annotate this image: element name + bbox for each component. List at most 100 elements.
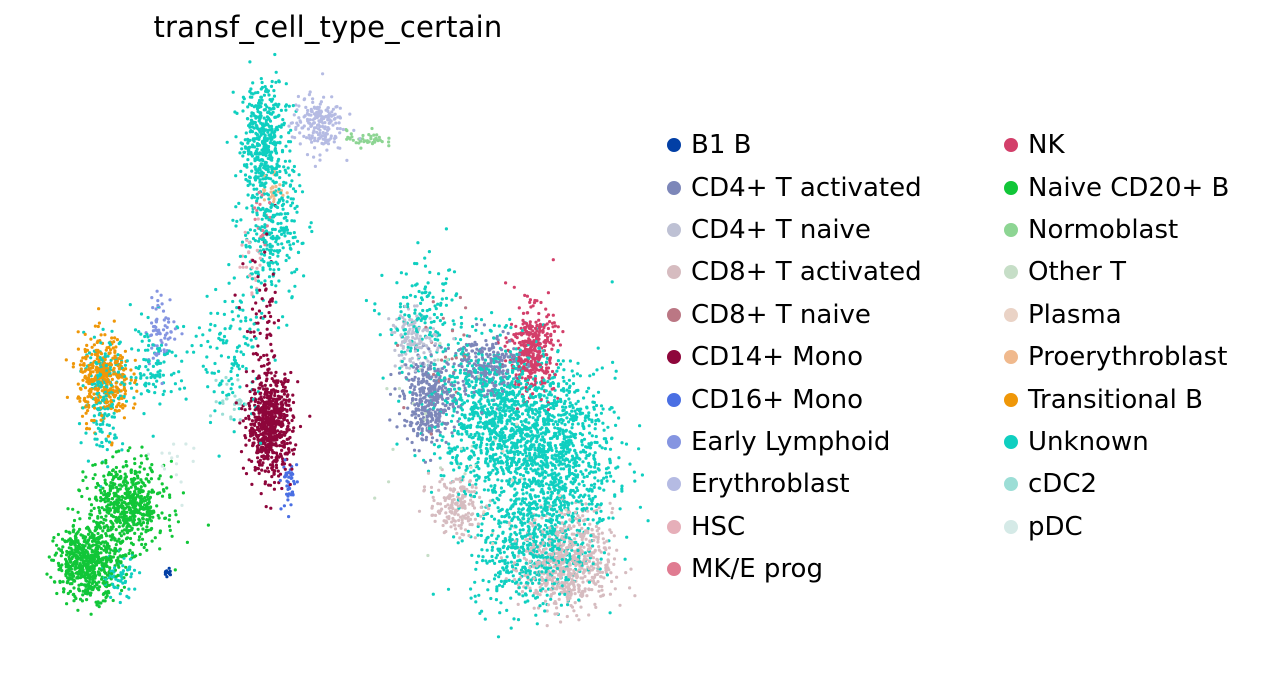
scatter-point [302, 115, 306, 119]
scatter-point [513, 341, 517, 345]
scatter-point [409, 346, 413, 350]
scatter-point [103, 599, 107, 603]
scatter-point [455, 410, 459, 414]
scatter-point [345, 129, 349, 133]
scatter-point [55, 543, 59, 547]
scatter-point [516, 402, 521, 406]
scatter-point [93, 406, 97, 410]
scatter-point [105, 524, 109, 528]
scatter-point [124, 399, 129, 403]
scatter-point [261, 433, 265, 437]
scatter-point [241, 466, 245, 470]
scatter-point [138, 465, 142, 469]
scatter-point [247, 414, 251, 418]
scatter-point [578, 374, 583, 378]
scatter-point [250, 482, 254, 486]
scatter-point [510, 403, 514, 407]
scatter-point [149, 477, 153, 481]
scatter-point [528, 320, 532, 324]
scatter-point [614, 369, 618, 373]
scatter-point [90, 345, 94, 349]
scatter-point [276, 318, 281, 323]
scatter-point [588, 522, 592, 526]
scatter-point [405, 419, 409, 423]
scatter-point [484, 559, 488, 563]
scatter-point [97, 605, 101, 609]
scatter-point [273, 393, 277, 398]
scatter-point [240, 243, 244, 247]
scatter-point [459, 438, 463, 442]
scatter-point [591, 372, 596, 376]
scatter-point [192, 446, 196, 450]
scatter-point [450, 431, 454, 435]
scatter-point [147, 480, 151, 484]
scatter-point [420, 337, 424, 341]
scatter-point [166, 337, 170, 341]
scatter-point [264, 161, 268, 165]
scatter-point [514, 569, 519, 573]
scatter-point [592, 538, 596, 542]
scatter-point [455, 375, 459, 379]
scatter-point [144, 498, 148, 502]
scatter-point [274, 456, 278, 460]
scatter-point [452, 425, 456, 429]
scatter-point [560, 515, 565, 519]
scatter-point [288, 441, 292, 445]
scatter-point [65, 602, 69, 606]
scatter-point [236, 378, 240, 382]
scatter-point [285, 409, 289, 413]
scatter-point [544, 482, 549, 486]
scatter-point [397, 399, 401, 403]
scatter-point [565, 393, 569, 397]
scatter-point [83, 544, 87, 548]
scatter-point [129, 485, 133, 489]
scatter-point [488, 559, 492, 563]
scatter-point [227, 281, 231, 285]
scatter-point [52, 536, 56, 540]
scatter-point [292, 426, 296, 430]
scatter-point [251, 81, 255, 85]
scatter-point [504, 577, 508, 581]
scatter-point [562, 572, 566, 576]
scatter-point [583, 419, 587, 423]
scatter-point [205, 294, 209, 298]
scatter-point [269, 314, 273, 319]
scatter-point [206, 339, 210, 344]
scatter-point [262, 260, 266, 264]
scatter-point [256, 217, 260, 221]
scatter-point [574, 469, 578, 473]
scatter-point [424, 423, 428, 427]
scatter-point [155, 379, 159, 383]
scatter-point [354, 141, 358, 145]
scatter-point [97, 359, 101, 364]
scatter-point [258, 429, 262, 433]
scatter-point [180, 359, 184, 363]
scatter-point [514, 366, 518, 371]
scatter-point [173, 509, 177, 513]
scatter-point [496, 478, 500, 482]
scatter-point [280, 448, 284, 452]
scatter-point [593, 602, 597, 607]
scatter-point [451, 516, 455, 521]
scatter-point [85, 486, 89, 490]
scatter-point [151, 515, 155, 519]
scatter-point [551, 258, 555, 262]
scatter-point [112, 436, 117, 440]
scatter-point [139, 461, 144, 465]
scatter-point [485, 548, 489, 552]
scatter-point [264, 505, 268, 509]
scatter-point [297, 173, 301, 177]
scatter-point [479, 397, 483, 401]
scatter-point [646, 519, 650, 523]
scatter-point [160, 451, 164, 455]
scatter-point [114, 381, 118, 385]
scatter-point [535, 622, 539, 626]
scatter-point [237, 344, 241, 348]
scatter-point [580, 433, 585, 437]
scatter-point [574, 402, 578, 406]
scatter-point [53, 553, 57, 557]
scatter-point [201, 333, 205, 337]
scatter-point [147, 382, 151, 386]
scatter-point [325, 148, 329, 152]
scatter-point [605, 479, 609, 483]
